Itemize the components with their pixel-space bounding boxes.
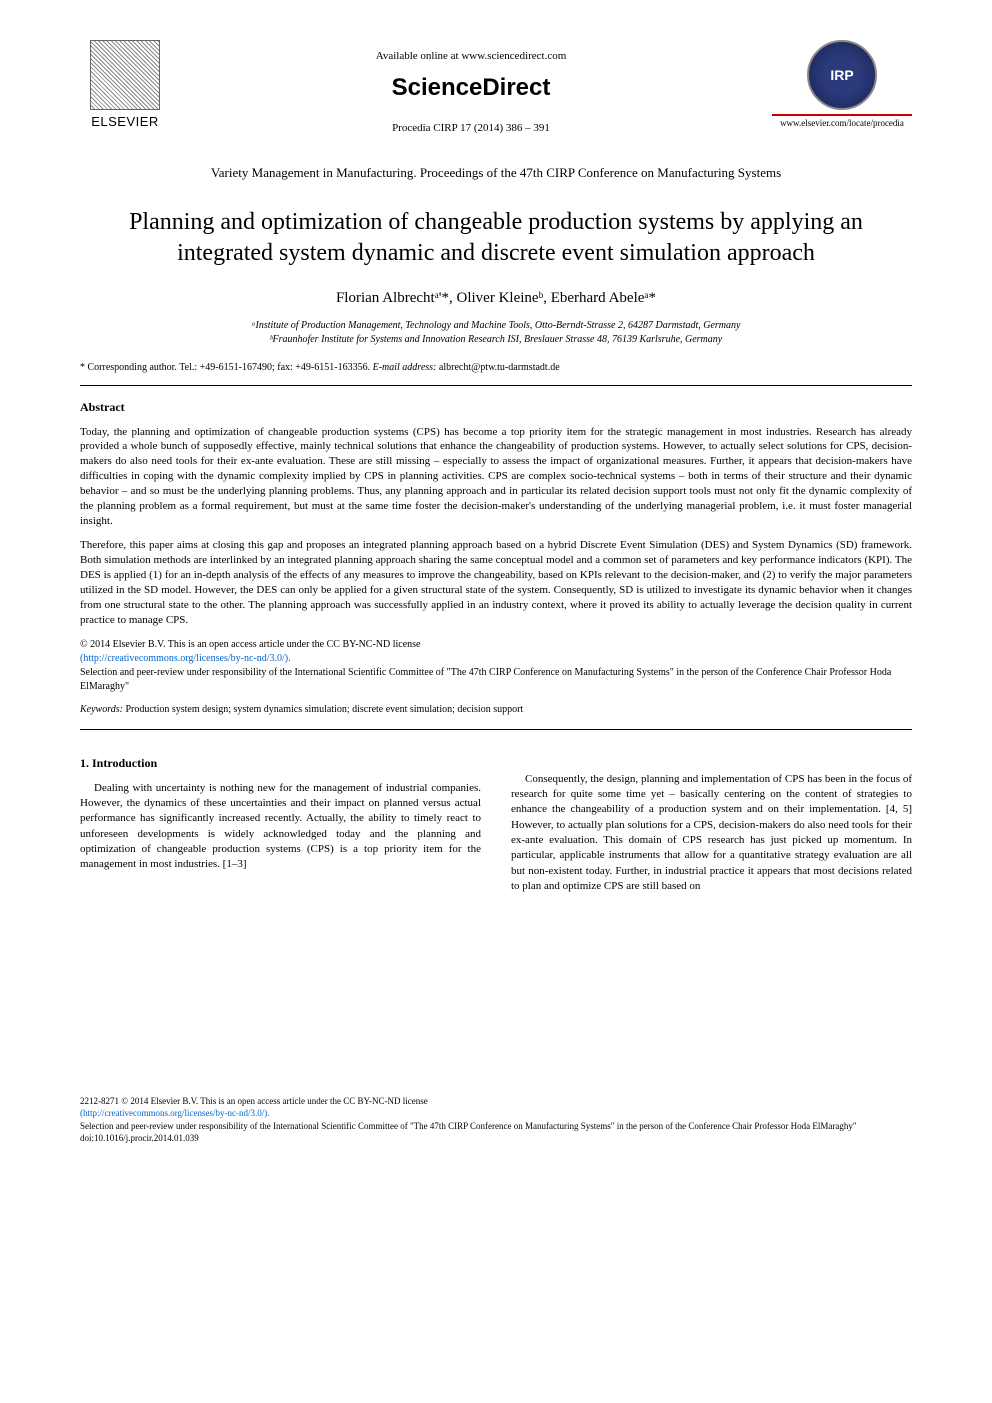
keywords-line: Keywords: Production system design; syst… (80, 704, 912, 715)
right-column: Consequently, the design, planning and i… (511, 738, 912, 895)
center-header: Available online at www.sciencedirect.co… (170, 40, 772, 144)
copyright-block: © 2014 Elsevier B.V. This is an open acc… (80, 638, 912, 694)
authors: Florian Albrechtᵃ'*, Oliver Kleineᵇ, Ebe… (80, 290, 912, 307)
corresponding-prefix: * Corresponding author. Tel.: +49-6151-1… (80, 362, 373, 373)
corresponding-author: * Corresponding author. Tel.: +49-6151-1… (80, 362, 912, 373)
header-row: ELSEVIER Available online at www.science… (80, 40, 912, 144)
license-link[interactable]: (http://creativecommons.org/licenses/by-… (80, 652, 912, 666)
footer-doi: doi:10.1016/j.procir.2014.01.039 (80, 1132, 912, 1145)
elsevier-logo: ELSEVIER (80, 40, 170, 140)
abstract-para1: Today, the planning and optimization of … (80, 425, 912, 529)
left-column: 1. Introduction Dealing with uncertainty… (80, 738, 481, 895)
procedia-url: www.elsevier.com/locate/procedia (772, 118, 912, 128)
footer-issn: 2212-8271 © 2014 Elsevier B.V. This is a… (80, 1095, 912, 1108)
affiliation-a: ᵃInstitute of Production Management, Tec… (80, 319, 912, 333)
sciencedirect-logo: ScienceDirect (170, 74, 772, 102)
cirp-logo-text: IRP (830, 67, 853, 83)
email-label: E-mail address: (373, 362, 437, 373)
copyright-line2: Selection and peer-review under responsi… (80, 666, 912, 694)
footer-selection: Selection and peer-review under responsi… (80, 1120, 912, 1133)
cirp-logo-icon: IRP (807, 40, 877, 110)
keywords-label: Keywords: (80, 704, 123, 715)
available-online-text: Available online at www.sciencedirect.co… (170, 50, 772, 62)
abstract-para2: Therefore, this paper aims at closing th… (80, 538, 912, 627)
section-1-heading: 1. Introduction (80, 756, 481, 771)
divider-top (80, 385, 912, 386)
journal-logo-block: IRP www.elsevier.com/locate/procedia (772, 40, 912, 128)
affiliations: ᵃInstitute of Production Management, Tec… (80, 319, 912, 347)
procedia-citation: Procedia CIRP 17 (2014) 386 – 391 (170, 122, 772, 134)
conference-title: Variety Management in Manufacturing. Pro… (80, 164, 912, 182)
footer-license[interactable]: (http://creativecommons.org/licenses/by-… (80, 1107, 912, 1120)
divider-bottom (80, 729, 912, 730)
copyright-line1: © 2014 Elsevier B.V. This is an open acc… (80, 638, 912, 652)
body-columns: 1. Introduction Dealing with uncertainty… (80, 738, 912, 895)
elsevier-text: ELSEVIER (91, 114, 159, 129)
abstract-heading: Abstract (80, 400, 912, 415)
keywords-text: Production system design; system dynamic… (123, 704, 523, 715)
affiliation-b: ᵇFraunhofer Institute for Systems and In… (80, 333, 912, 347)
corresponding-email: albrecht@ptw.tu-darmstadt.de (436, 362, 559, 373)
section-1-right-text: Consequently, the design, planning and i… (511, 772, 912, 895)
page-footer: 2212-8271 © 2014 Elsevier B.V. This is a… (80, 1095, 912, 1145)
section-1-left-text: Dealing with uncertainty is nothing new … (80, 781, 481, 873)
elsevier-tree-icon (90, 40, 160, 110)
red-divider (772, 114, 912, 116)
article-title: Planning and optimization of changeable … (80, 207, 912, 269)
